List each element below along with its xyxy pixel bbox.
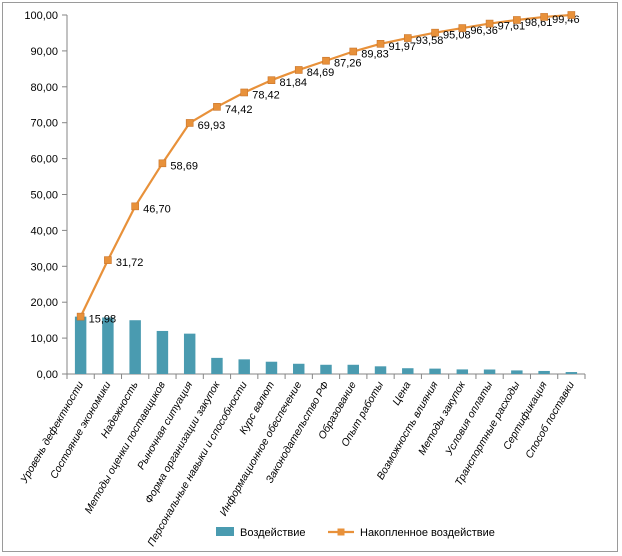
bar bbox=[265, 361, 278, 374]
legend-swatch-bars bbox=[216, 527, 234, 536]
y-tick-label: 90,00 bbox=[30, 46, 58, 58]
line-point bbox=[403, 34, 412, 42]
data-label: 98,61 bbox=[525, 17, 553, 29]
line-point bbox=[349, 47, 358, 56]
line-point bbox=[376, 40, 385, 48]
line-point bbox=[431, 28, 439, 37]
y-tick-label: 20,00 bbox=[30, 297, 58, 309]
line-point bbox=[458, 24, 467, 32]
data-label: 78,42 bbox=[252, 89, 280, 101]
line-point bbox=[267, 76, 276, 84]
data-label: 96,36 bbox=[470, 25, 498, 37]
data-label: 74,42 bbox=[225, 104, 253, 116]
line-point bbox=[104, 256, 112, 264]
y-tick-label: 70,00 bbox=[30, 118, 58, 130]
y-tick-label: 10,00 bbox=[30, 333, 58, 345]
bar bbox=[156, 330, 169, 374]
line-point bbox=[158, 159, 167, 168]
bar bbox=[374, 366, 387, 374]
data-label: 69,93 bbox=[198, 120, 226, 132]
y-tick-label: 40,00 bbox=[30, 225, 58, 237]
line-point bbox=[131, 202, 139, 211]
bar bbox=[183, 333, 196, 374]
bar bbox=[102, 317, 114, 374]
bar bbox=[74, 316, 87, 374]
bar bbox=[129, 320, 141, 374]
category-label: Цена bbox=[390, 379, 413, 407]
data-label: 46,70 bbox=[143, 203, 171, 215]
bar bbox=[347, 364, 359, 374]
line-point bbox=[240, 88, 249, 97]
y-tick-label: 30,00 bbox=[30, 261, 58, 273]
line-point bbox=[213, 103, 221, 111]
data-label: 58,69 bbox=[170, 160, 198, 172]
y-tick-label: 0,00 bbox=[37, 369, 58, 381]
data-label: 15,98 bbox=[89, 314, 117, 326]
line-point bbox=[185, 119, 194, 127]
bar bbox=[211, 357, 223, 374]
data-label: 93,58 bbox=[416, 35, 444, 47]
y-tick-label: 60,00 bbox=[30, 154, 58, 166]
bar bbox=[538, 370, 550, 374]
bar bbox=[238, 359, 250, 374]
y-tick-label: 80,00 bbox=[30, 82, 58, 94]
data-label: 81,84 bbox=[279, 77, 307, 89]
data-label: 84,69 bbox=[307, 67, 335, 79]
legend-label-cumulative: Накопленное воздействие bbox=[360, 527, 495, 539]
data-label: 91,97 bbox=[389, 41, 417, 53]
line-point bbox=[76, 312, 85, 321]
bar bbox=[565, 372, 578, 374]
line-point bbox=[567, 11, 576, 19]
y-tick-label: 50,00 bbox=[30, 190, 58, 202]
legend-marker-cumulative bbox=[337, 528, 345, 536]
chart-frame bbox=[2, 2, 618, 552]
bar bbox=[429, 368, 441, 374]
y-tick-label: 100,00 bbox=[24, 10, 58, 22]
data-label: 95,08 bbox=[443, 30, 471, 42]
line-point bbox=[513, 16, 521, 24]
line-point bbox=[294, 66, 303, 74]
line-point bbox=[322, 56, 330, 65]
data-label: 89,83 bbox=[361, 49, 389, 61]
line-point bbox=[540, 13, 548, 21]
bar bbox=[320, 364, 332, 374]
data-label: 97,61 bbox=[498, 21, 526, 33]
data-label: 99,46 bbox=[552, 14, 580, 26]
bar bbox=[483, 369, 496, 374]
bar bbox=[456, 369, 469, 374]
bar bbox=[293, 363, 305, 374]
legend-label-bars: Воздействие bbox=[240, 527, 305, 539]
line-point bbox=[485, 19, 494, 28]
data-label: 87,26 bbox=[334, 58, 362, 70]
data-label: 31,72 bbox=[116, 257, 144, 269]
bar bbox=[511, 370, 523, 374]
bar bbox=[402, 368, 414, 374]
